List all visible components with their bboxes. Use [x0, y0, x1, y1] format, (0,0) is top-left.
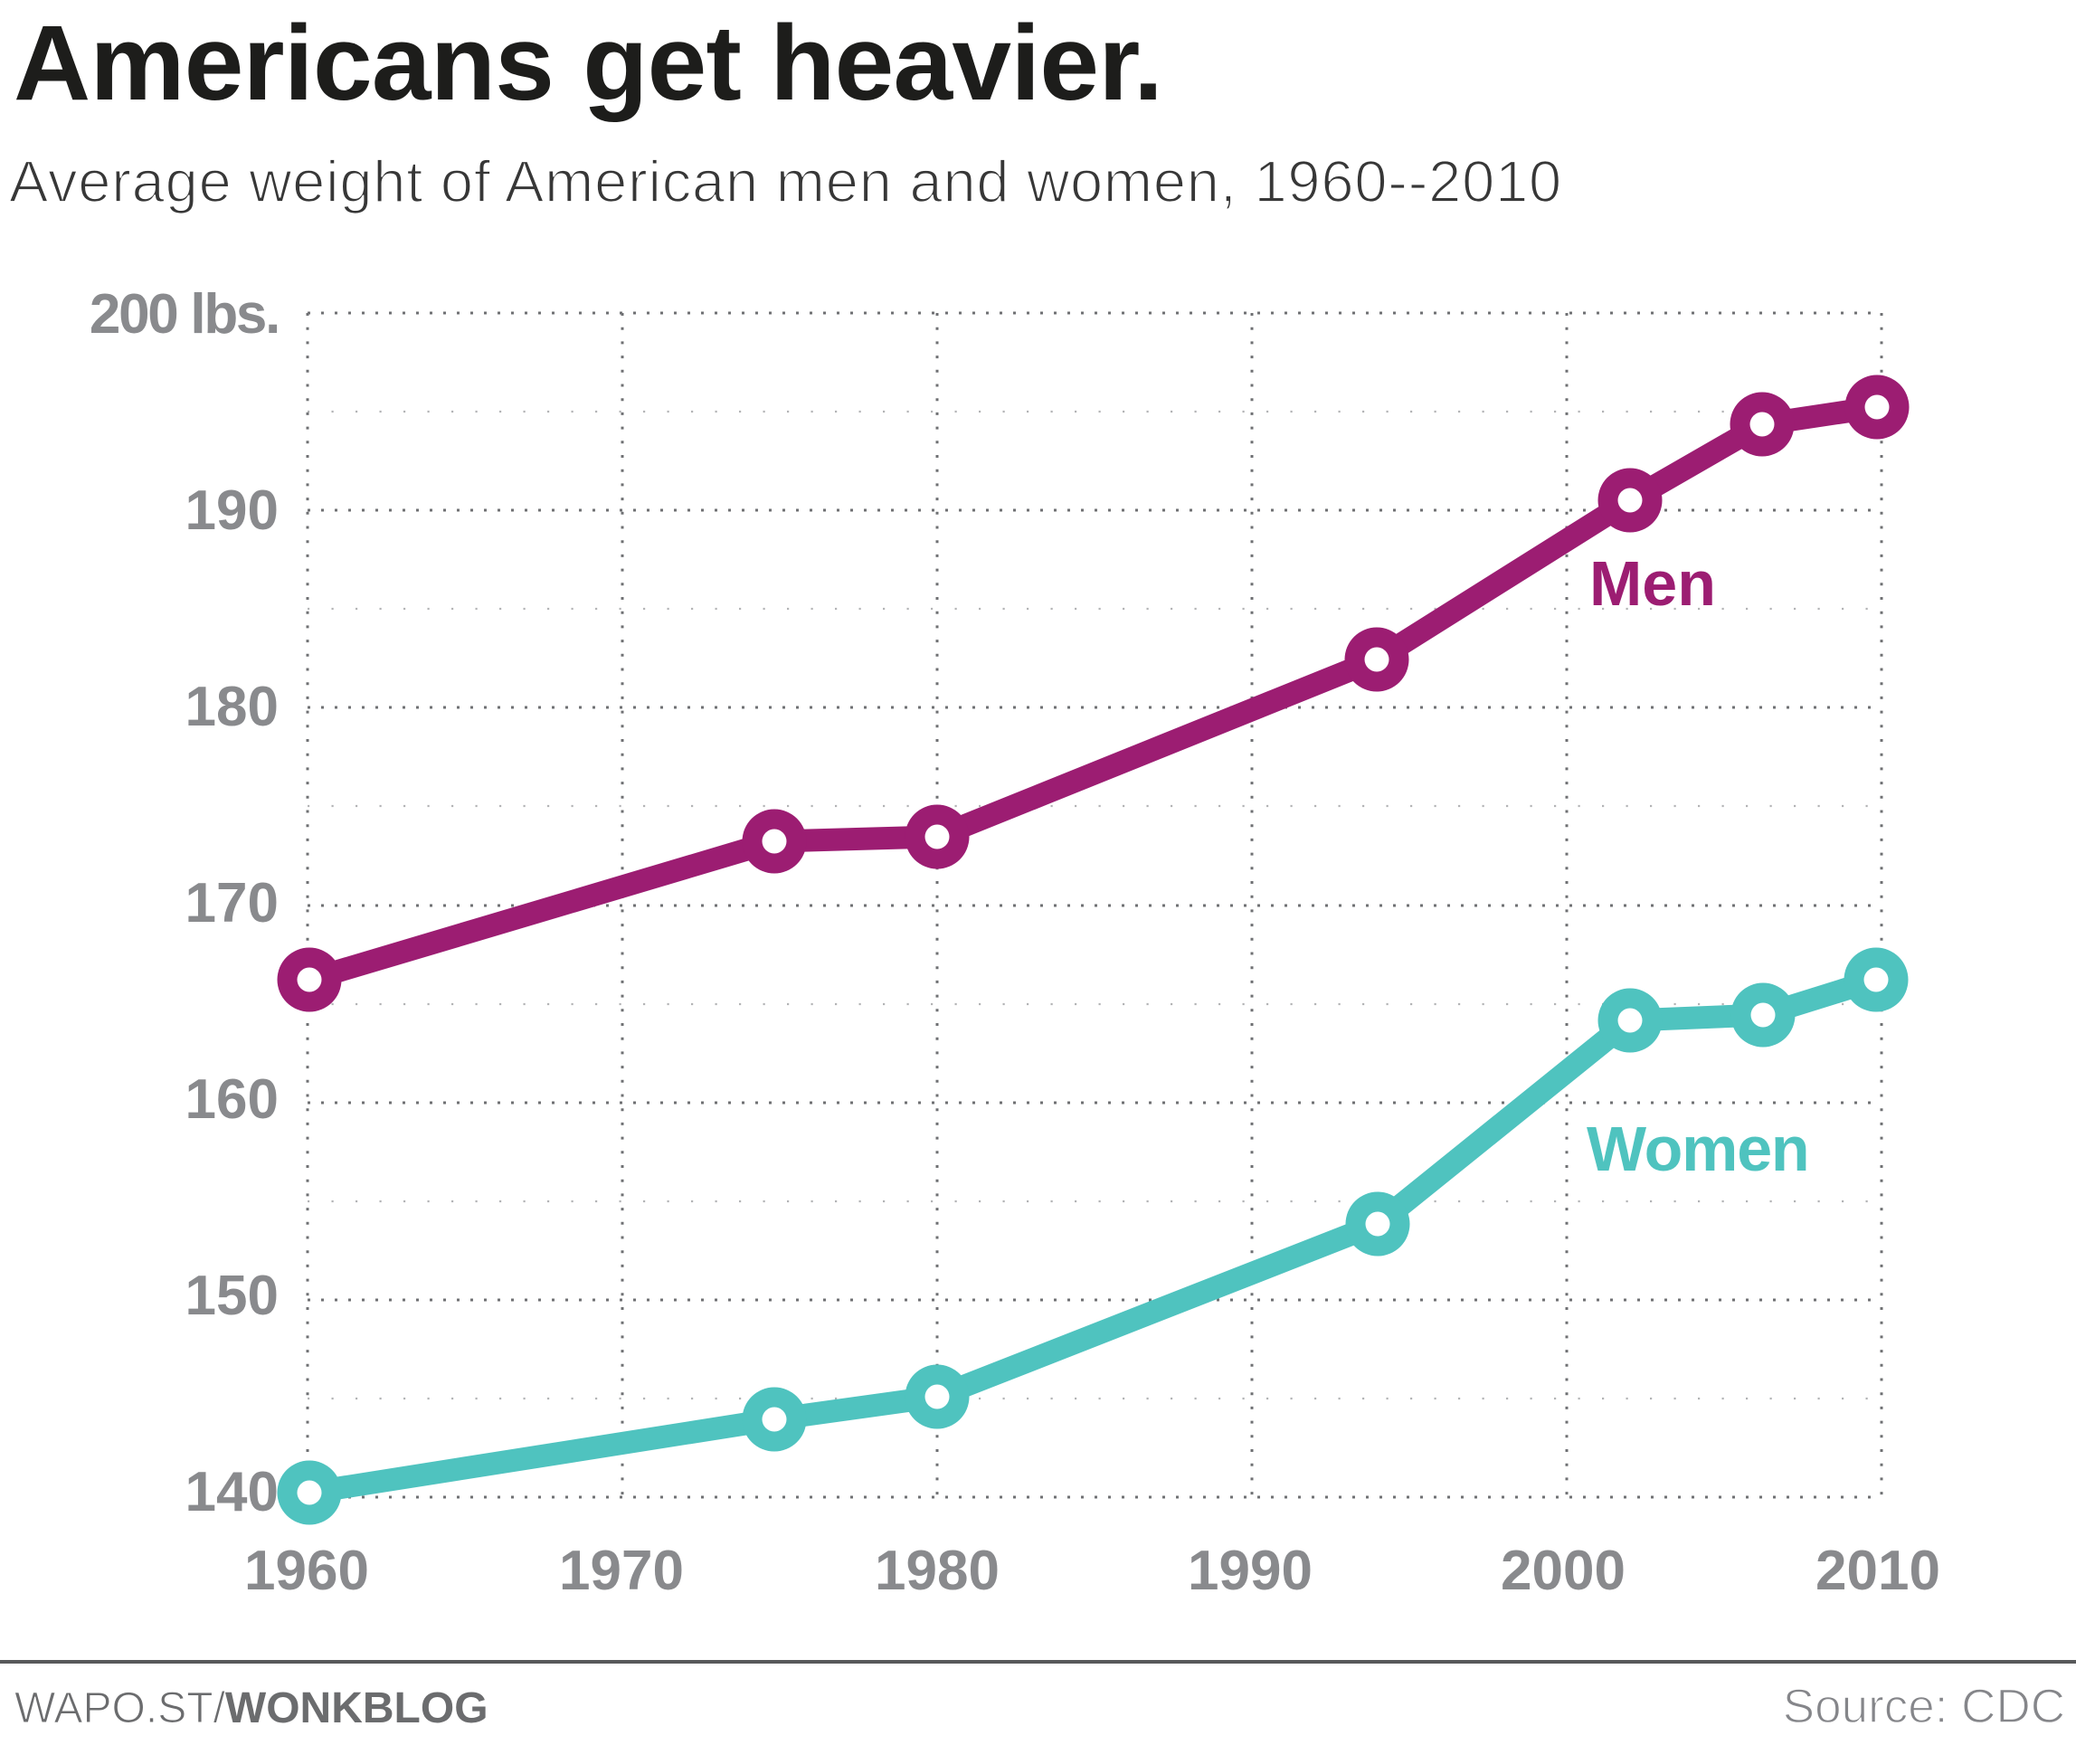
svg-text:150: 150 — [185, 1265, 279, 1327]
svg-text:2010: 2010 — [1815, 1540, 1940, 1602]
svg-text:190: 190 — [185, 479, 279, 542]
svg-text:1980: 1980 — [875, 1540, 1000, 1602]
svg-text:200 lbs.: 200 lbs. — [90, 283, 279, 346]
svg-text:2000: 2000 — [1501, 1540, 1626, 1602]
svg-text:1970: 1970 — [559, 1540, 684, 1602]
svg-text:Women: Women — [1587, 1114, 1809, 1184]
svg-text:180: 180 — [185, 676, 279, 738]
svg-text:Americans get heavier.: Americans get heavier. — [14, 4, 1162, 123]
svg-text:140: 140 — [185, 1461, 279, 1523]
svg-text:Average weight of American men: Average weight of American men and women… — [9, 148, 1562, 214]
svg-text:1960: 1960 — [244, 1540, 369, 1602]
svg-text:160: 160 — [185, 1068, 279, 1131]
svg-text:WAPO.ST/WONKBLOG: WAPO.ST/WONKBLOG — [14, 1684, 488, 1732]
svg-text:Men: Men — [1589, 548, 1716, 619]
svg-text:Source: CDC: Source: CDC — [1783, 1680, 2065, 1733]
svg-text:1990: 1990 — [1188, 1540, 1313, 1602]
svg-text:170: 170 — [185, 872, 279, 934]
